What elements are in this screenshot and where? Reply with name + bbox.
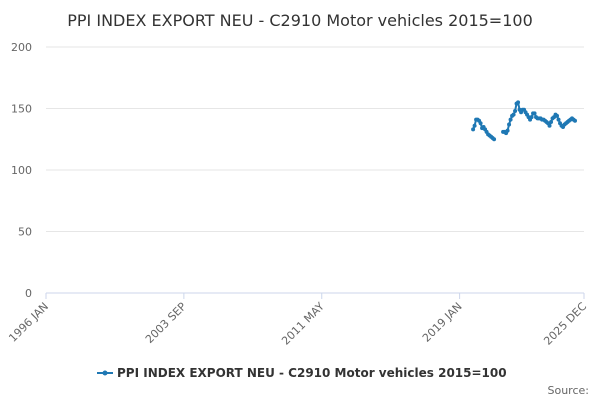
data-point[interactable] [555, 113, 560, 118]
y-tick-label: 150 [11, 103, 32, 116]
y-tick-label: 200 [11, 41, 32, 54]
legend-item-label[interactable]: PPI INDEX EXPORT NEU - C2910 Motor vehic… [117, 366, 507, 380]
data-point[interactable] [529, 115, 534, 120]
data-point[interactable] [573, 118, 578, 123]
data-point[interactable] [471, 127, 476, 132]
x-tick-label: 2025 DEC [541, 300, 589, 348]
legend-marker-icon [102, 370, 108, 376]
source-label: Source: [548, 384, 590, 397]
data-point[interactable] [492, 137, 497, 142]
data-point[interactable] [532, 111, 537, 116]
data-point[interactable] [549, 120, 554, 125]
series-line[interactable] [471, 100, 578, 142]
data-point[interactable] [472, 123, 477, 128]
x-tick-label: 2003 SEP [143, 300, 189, 346]
y-tick-label: 100 [11, 164, 32, 177]
data-point[interactable] [547, 123, 552, 128]
x-axis-ticks: 1996 JAN 2003 SEP 2011 MAY 2019 JAN 2025 DEC [6, 293, 589, 348]
x-tick-label: 2011 MAY [279, 300, 327, 348]
x-tick-label: 1996 JAN [6, 300, 51, 345]
data-point[interactable] [513, 108, 518, 113]
data-point[interactable] [511, 112, 516, 117]
data-point[interactable] [508, 117, 513, 122]
data-point[interactable] [505, 128, 510, 133]
y-tick-label: 50 [18, 226, 32, 239]
data-point[interactable] [478, 121, 483, 126]
legend[interactable]: PPI INDEX EXPORT NEU - C2910 Motor vehic… [97, 366, 507, 380]
data-point[interactable] [556, 117, 561, 122]
y-axis-tick-labels: 0 50 100 150 200 [11, 41, 32, 300]
chart-title: PPI INDEX EXPORT NEU - C2910 Motor vehic… [67, 11, 533, 30]
x-tick-label: 2019 JAN [420, 300, 465, 345]
data-point[interactable] [507, 122, 512, 127]
grid-lines [46, 46, 584, 232]
data-point[interactable] [516, 100, 521, 105]
y-tick-label: 0 [25, 287, 32, 300]
